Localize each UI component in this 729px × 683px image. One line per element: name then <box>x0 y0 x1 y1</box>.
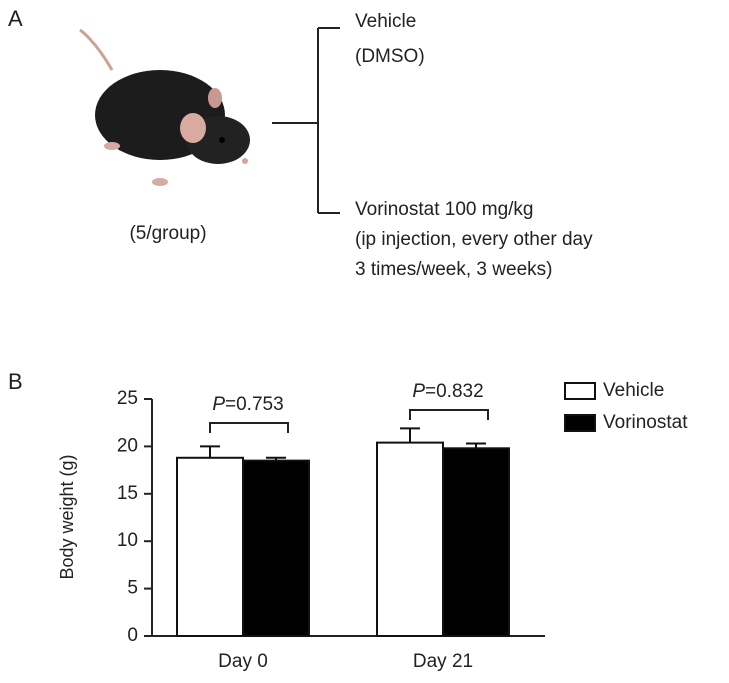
y-tick-label: 0 <box>127 625 138 646</box>
bar <box>176 456 244 637</box>
bar <box>242 459 310 637</box>
p-symbol: P <box>412 381 425 402</box>
arm-text: 3 times/week, 3 weeks) <box>355 259 552 280</box>
legend-label: Vorinostat <box>603 412 688 433</box>
x-tick-label: Day 21 <box>413 651 473 672</box>
x-tick-label: Day 0 <box>218 651 268 672</box>
significance-bracket <box>409 409 489 420</box>
y-tick-label: 5 <box>127 578 138 599</box>
legend-label: Vehicle <box>603 380 664 401</box>
significance-bracket <box>209 422 289 433</box>
legend-swatch <box>564 382 596 400</box>
arm-text: Vehicle <box>355 11 416 32</box>
panel-label: A <box>8 6 23 31</box>
p-value-text: =0.832 <box>425 381 484 402</box>
legend-swatch <box>564 414 596 432</box>
arm-text: (ip injection, every other day <box>355 229 593 250</box>
bar <box>442 447 510 637</box>
arm-text: Vorinostat 100 mg/kg <box>355 199 534 220</box>
y-tick-label: 25 <box>117 388 138 409</box>
arm-text: (DMSO) <box>355 46 425 67</box>
bar <box>376 441 444 637</box>
mouse-illustration <box>79 28 250 186</box>
branch-lines <box>272 27 340 214</box>
y-tick-label: 15 <box>117 483 138 504</box>
p-symbol: P <box>212 394 225 415</box>
y-tick-label: 20 <box>117 435 138 456</box>
p-value-text: =0.753 <box>225 394 284 415</box>
y-tick-label: 10 <box>117 530 138 551</box>
p-value: P=0.832 <box>412 381 483 402</box>
p-value: P=0.753 <box>212 394 283 415</box>
group-size: (5/group) <box>129 223 206 244</box>
panel-label: B <box>8 369 23 394</box>
y-axis-label: Body weight (g) <box>57 454 77 579</box>
